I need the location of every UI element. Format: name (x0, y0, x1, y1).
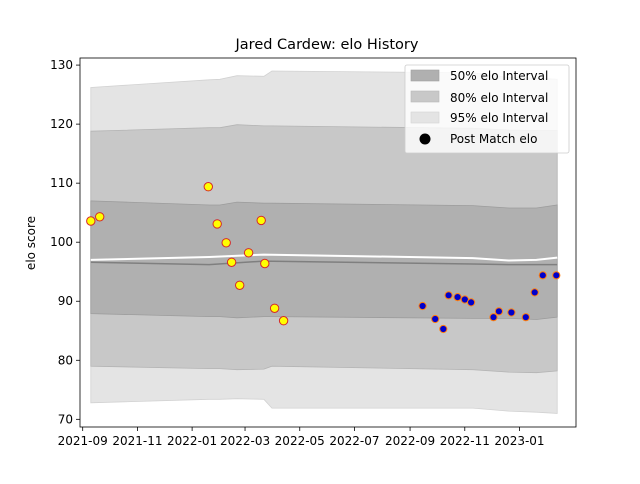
data-point (489, 313, 498, 322)
data-point (86, 216, 96, 226)
mean-line (90, 260, 558, 266)
data-point (278, 316, 289, 326)
x-tick-label: 2023-01 (494, 434, 544, 448)
x-tick-label: 2022-05 (275, 434, 325, 448)
data-point (444, 291, 453, 300)
data-point (538, 271, 547, 280)
legend-marker-post-match (419, 133, 431, 145)
legend-box (404, 64, 570, 154)
data-point (530, 288, 539, 297)
x-tick-label: 2022-11 (440, 434, 490, 448)
median-line (90, 253, 558, 262)
x-tick-label: 2021-11 (112, 434, 162, 448)
y-axis-ticks: 70 80 90 100 110 120 130 (50, 58, 80, 426)
chart-title: Jared Cardew: elo History (235, 37, 419, 53)
y-tick-label: 130 (50, 58, 73, 72)
y-tick-label: 110 (50, 176, 73, 190)
data-point (439, 324, 448, 334)
data-point (243, 248, 254, 258)
legend-swatch-50 (410, 69, 440, 82)
x-tick-label: 2022-01 (167, 434, 217, 448)
legend-label-95: 95% elo Interval (450, 111, 548, 125)
data-point (95, 212, 105, 222)
data-point (235, 280, 245, 290)
data-point (221, 238, 231, 248)
post-match-points (86, 182, 561, 334)
legend-swatch-80 (410, 90, 440, 103)
legend: 50% elo Interval 80% elo Interval 95% el… (404, 64, 570, 154)
y-tick-label: 90 (58, 294, 73, 308)
data-point (521, 313, 530, 322)
data-point (431, 314, 440, 324)
y-tick-label: 70 (58, 412, 73, 426)
x-tick-label: 2021-09 (58, 434, 108, 448)
legend-label-80: 80% elo Interval (450, 91, 548, 105)
data-point (203, 182, 214, 192)
data-point (256, 215, 266, 226)
data-point (453, 293, 462, 302)
x-tick-label: 2022-03 (220, 434, 270, 448)
y-axis-label: elo score (24, 216, 38, 270)
x-tick-label: 2022-07 (329, 434, 379, 448)
band-50 (90, 200, 558, 320)
data-point (212, 219, 222, 229)
data-point (269, 303, 280, 313)
data-point (494, 307, 503, 316)
x-axis-ticks: 2021-09 2021-11 2022-01 2022-03 2022-05 2022-… (58, 427, 545, 448)
data-point (418, 301, 427, 311)
x-tick-label: 2022-09 (385, 434, 435, 448)
y-tick-label: 120 (50, 117, 73, 131)
trend-lines (90, 253, 558, 266)
legend-swatch-95 (410, 111, 440, 124)
legend-label-post-match: Post Match elo (450, 132, 537, 146)
data-point (507, 308, 516, 317)
data-point (552, 271, 561, 280)
data-point (226, 257, 237, 267)
y-tick-label: 80 (58, 353, 73, 367)
legend-label-50: 50% elo Interval (450, 69, 548, 83)
data-point (260, 258, 270, 269)
data-point (467, 298, 476, 307)
y-tick-label: 100 (50, 235, 73, 249)
